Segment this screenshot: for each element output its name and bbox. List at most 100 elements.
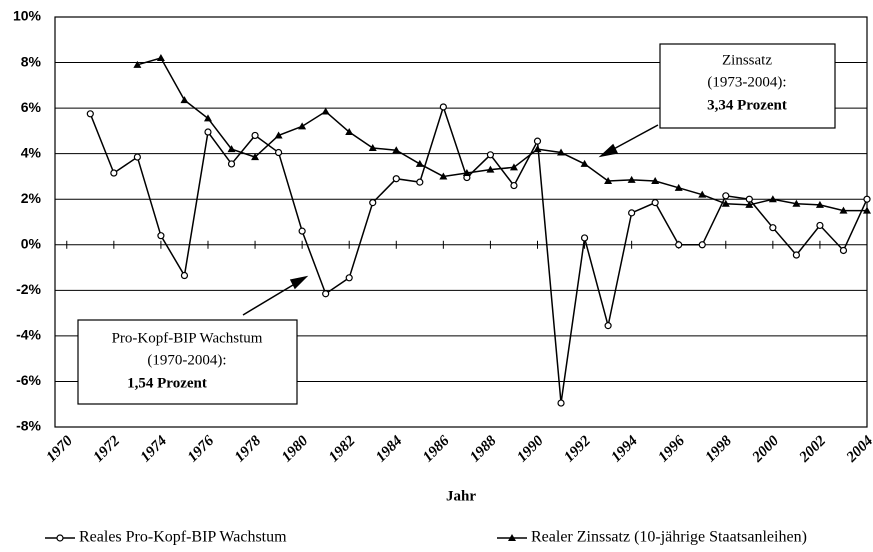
y-tick-label: 10% [13, 8, 42, 24]
x-tick-label: 1980 [279, 433, 312, 466]
data-point [345, 128, 354, 136]
data-point [439, 172, 448, 180]
arrow [242, 124, 659, 316]
y-tick-label: -2% [16, 281, 41, 297]
x-tick-label: 1982 [326, 433, 359, 466]
data-point [627, 175, 636, 183]
data-point [745, 200, 754, 208]
data-point [439, 103, 447, 111]
x-tick-label: 2002 [796, 433, 830, 467]
x-tick-label: 1994 [608, 433, 641, 466]
data-point [415, 159, 424, 167]
data-point [769, 224, 777, 232]
data-point [792, 251, 800, 259]
data-point [580, 234, 589, 242]
data-point [486, 151, 495, 159]
data-point [768, 195, 777, 203]
x-axis-label: Jahr [446, 488, 476, 504]
x-tick-label: 1996 [655, 433, 688, 466]
annotation-text: 1,54 Prozent [127, 375, 207, 391]
data-point [651, 199, 659, 207]
y-tick-label: -4% [16, 327, 41, 343]
data-point [628, 209, 636, 217]
data-point [863, 206, 871, 214]
data-point [675, 241, 683, 249]
data-point [133, 153, 141, 161]
data-point [557, 148, 566, 156]
data-point [227, 145, 236, 153]
series-line [89, 104, 868, 404]
data-point [156, 54, 165, 61]
data-point [274, 148, 283, 157]
data-point [557, 399, 565, 407]
data-point [298, 227, 306, 235]
data-point [509, 163, 518, 171]
data-point [674, 183, 683, 191]
x-tick-label: 2000 [749, 433, 783, 467]
legend-marker [56, 534, 64, 542]
data-point [792, 199, 801, 207]
data-point [321, 107, 330, 115]
data-point [274, 131, 283, 139]
y-tick-label: 4% [21, 144, 42, 160]
x-tick-label: 1988 [467, 433, 500, 466]
data-point [651, 177, 660, 184]
x-tick-label: 1992 [561, 433, 594, 466]
data-point [180, 271, 189, 280]
data-point [298, 122, 307, 130]
data-point [815, 200, 824, 208]
data-point [251, 153, 260, 161]
series-line [137, 57, 867, 212]
data-point [392, 175, 400, 183]
x-tick-label: 1970 [44, 433, 77, 466]
data-point [533, 137, 542, 145]
data-point [580, 159, 589, 167]
x-tick-label: 1978 [232, 433, 265, 466]
legend-label: Realer Zinssatz (10-jährige Staatsanleih… [531, 529, 807, 546]
data-point [863, 195, 871, 203]
x-tick-label: 1976 [185, 433, 218, 466]
x-tick-label: 1990 [514, 433, 547, 466]
data-point [816, 221, 824, 230]
annotation-text: Pro-Kopf-BIP Wachstum [112, 330, 263, 346]
data-point [510, 181, 518, 190]
x-tick-label: 2004 [843, 433, 873, 467]
data-point [839, 206, 848, 214]
y-tick-label: -6% [16, 372, 41, 388]
data-point [251, 131, 259, 140]
annotation-box [77, 319, 298, 405]
data-point [839, 246, 848, 255]
annotation-text: 3,34 Prozent [707, 97, 787, 113]
plot-border [54, 16, 868, 428]
y-tick-label: 0% [21, 235, 42, 251]
data-point [204, 128, 212, 136]
annotation-text: Zinssatz [722, 52, 772, 68]
data-point [721, 199, 730, 207]
data-point [227, 160, 236, 168]
annotation-text: (1973-2004): [707, 74, 786, 90]
data-point [157, 232, 165, 240]
x-tick-label: 1984 [373, 433, 406, 466]
y-tick-label: -8% [16, 418, 41, 434]
data-point [604, 177, 613, 184]
data-point [86, 110, 94, 118]
data-point [698, 241, 706, 249]
y-tick-label: 2% [21, 190, 42, 206]
data-point [180, 96, 189, 104]
annotation-box [659, 43, 836, 129]
data-point [368, 143, 377, 151]
data-point [462, 169, 471, 177]
data-point [110, 169, 118, 177]
data-point [369, 199, 377, 207]
data-point [486, 165, 495, 173]
x-tick-label: 1974 [138, 433, 171, 466]
legend-marker [508, 534, 516, 541]
data-point [345, 274, 353, 282]
x-tick-label: 1972 [91, 433, 124, 466]
data-point [133, 60, 142, 68]
y-tick-label: 6% [21, 99, 42, 115]
y-tick-label: 8% [21, 53, 42, 69]
data-point [392, 146, 401, 154]
data-point [533, 145, 542, 153]
